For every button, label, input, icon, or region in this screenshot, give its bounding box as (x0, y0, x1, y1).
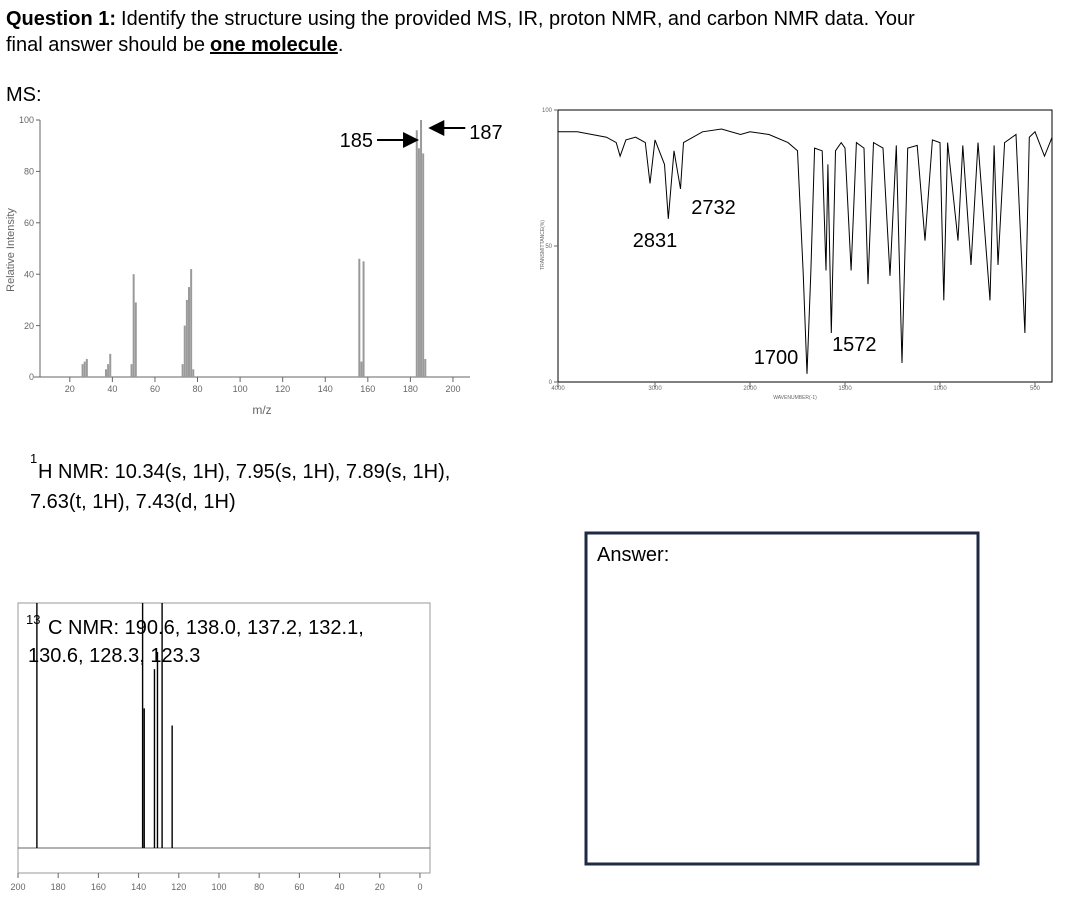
answer-label: Answer: (597, 544, 669, 566)
spectrum-line (558, 128, 1053, 374)
peak (358, 258, 361, 377)
peak (85, 359, 88, 377)
y-tick-label: 60 (24, 218, 34, 228)
x-tick-label: 40 (107, 384, 117, 394)
emphasis: one molecule (210, 34, 338, 56)
peak (36, 603, 38, 848)
peak (181, 364, 184, 377)
x-tick-label: 40 (335, 882, 345, 892)
y-tick-label: 100 (19, 115, 34, 125)
h-nmr-text: 7.63(t, 1H), 7.43(d, 1H) (30, 491, 236, 513)
peak (171, 725, 173, 848)
peak (83, 361, 86, 377)
question-end: . (338, 34, 344, 56)
x-tick-label: 140 (318, 384, 333, 394)
ms-label: MS: (6, 84, 42, 106)
peak (362, 261, 365, 377)
peak (188, 287, 191, 377)
c-nmr-text: 130.6, 128.3, 123.3 (28, 645, 200, 667)
x-tick-label: 1000 (933, 386, 947, 392)
x-tick-label: 0 (417, 882, 422, 892)
x-tick-label: 4000 (551, 386, 565, 392)
annotation: 2732 (691, 197, 736, 219)
x-tick-label: 20 (65, 384, 75, 394)
x-tick-label: 100 (211, 882, 226, 892)
x-axis-label: m/z (252, 403, 271, 417)
x-tick-label: 140 (131, 882, 146, 892)
peak (132, 274, 135, 377)
x-tick-label: 60 (294, 882, 304, 892)
x-tick-label: 120 (275, 384, 290, 394)
y-tick-label: 50 (545, 244, 552, 250)
peak (420, 120, 423, 377)
x-tick-label: 120 (171, 882, 186, 892)
y-tick-label: 20 (24, 321, 34, 331)
peak (415, 130, 418, 377)
c-nmr-superscript: 13 (26, 612, 40, 627)
x-tick-label: 160 (360, 384, 375, 394)
x-tick-label: 500 (1030, 386, 1041, 392)
annotation: 185 (340, 130, 373, 152)
question-line: final answer should be one molecule. (6, 34, 343, 56)
answer-box (584, 531, 980, 866)
y-tick-label: 100 (542, 108, 553, 114)
peak (183, 325, 186, 377)
peak (109, 353, 112, 377)
h-nmr-superscript: 1 (30, 451, 37, 466)
y-axis-label: TRANSMITTANCE(%) (540, 220, 546, 270)
peak (156, 652, 159, 848)
y-tick-label: 40 (24, 269, 34, 279)
x-tick-label: 100 (233, 384, 248, 394)
peak (143, 708, 145, 848)
annotation: 2831 (633, 230, 678, 252)
peak (192, 369, 195, 377)
peak (141, 603, 144, 848)
h-nmr-text: H NMR: 10.34(s, 1H), 7.95(s, 1H), 7.89(s… (38, 461, 450, 483)
peak (104, 369, 107, 377)
x-tick-label: 1500 (838, 386, 852, 392)
plot-frame (17, 602, 431, 874)
annotation: 187 (469, 122, 502, 144)
x-axis-label: WAVENUMBER(-1) (773, 395, 817, 401)
peak (360, 361, 363, 377)
peak (185, 299, 188, 377)
question-text: final answer should be (6, 34, 205, 56)
x-tick-label: 80 (254, 882, 264, 892)
x-tick-label: 20 (375, 882, 385, 892)
y-tick-label: 80 (24, 167, 34, 177)
x-tick-label: 2000 (743, 386, 757, 392)
peak (422, 153, 425, 377)
x-tick-label: 160 (91, 882, 106, 892)
peak (153, 669, 156, 848)
peak (424, 359, 427, 377)
peak (130, 364, 133, 377)
peak (107, 364, 110, 377)
peak (190, 269, 193, 377)
x-tick-label: 200 (10, 882, 25, 892)
x-tick-label: 80 (193, 384, 203, 394)
c-nmr-text: C NMR: 190.6, 138.0, 137.2, 132.1, (48, 617, 364, 639)
x-tick-label: 200 (445, 384, 460, 394)
peak (161, 603, 163, 848)
y-tick-label: 0 (549, 380, 553, 386)
x-tick-label: 60 (150, 384, 160, 394)
annotation: 1700 (754, 347, 799, 369)
question: Question 1: Identify the structure using … (6, 8, 915, 30)
y-axis-label: Relative Intensity (5, 208, 17, 292)
question-label: Question 1: (6, 8, 116, 30)
question-text: Identify the structure using the provide… (121, 8, 915, 30)
peak (417, 148, 420, 377)
peak (134, 302, 137, 377)
x-tick-label: 3000 (648, 386, 662, 392)
annotation: 1572 (832, 334, 877, 356)
x-tick-label: 180 (51, 882, 66, 892)
peak (81, 364, 84, 377)
y-tick-label: 0 (29, 372, 34, 382)
x-tick-label: 180 (403, 384, 418, 394)
